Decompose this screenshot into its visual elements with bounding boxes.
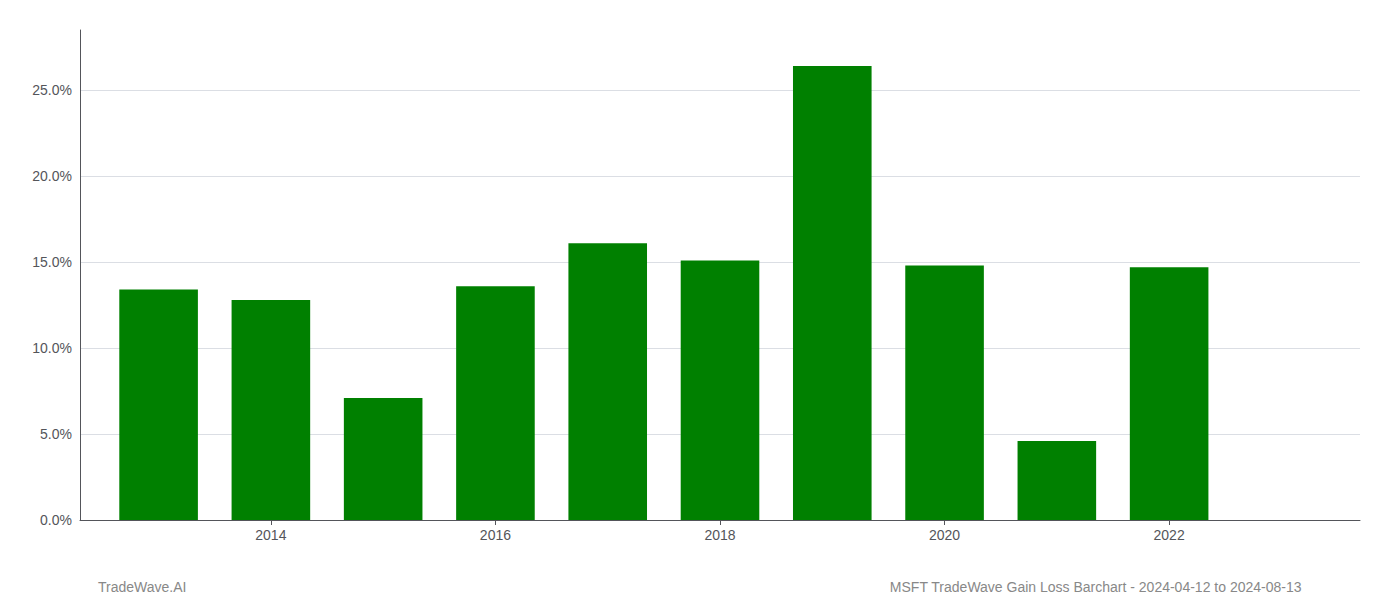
svg-text:25.0%: 25.0%: [32, 82, 72, 98]
svg-text:2016: 2016: [480, 527, 511, 543]
svg-text:10.0%: 10.0%: [32, 340, 72, 356]
svg-text:20.0%: 20.0%: [32, 168, 72, 184]
svg-text:15.0%: 15.0%: [32, 254, 72, 270]
svg-text:2022: 2022: [1154, 527, 1185, 543]
svg-text:5.0%: 5.0%: [40, 426, 72, 442]
svg-text:2014: 2014: [255, 527, 286, 543]
svg-text:TradeWave.AI: TradeWave.AI: [98, 579, 186, 595]
svg-text:0.0%: 0.0%: [40, 512, 72, 528]
svg-text:MSFT TradeWave Gain Loss Barch: MSFT TradeWave Gain Loss Barchart - 2024…: [890, 579, 1302, 595]
svg-text:2020: 2020: [929, 527, 960, 543]
svg-text:2018: 2018: [704, 527, 735, 543]
